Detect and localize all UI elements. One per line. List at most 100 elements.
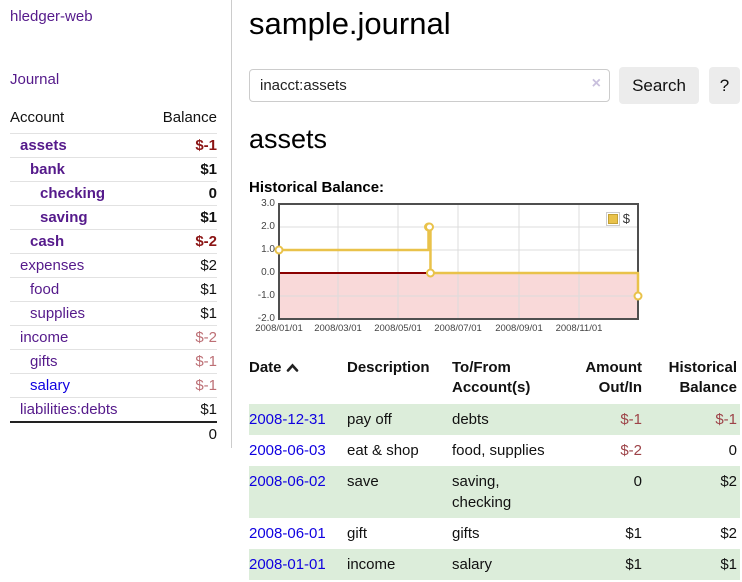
account-row: saving $1 [10,205,217,230]
register-date-cell: 2008-01-01 [249,548,347,580]
account-row: gifts $-1 [10,349,217,374]
sidebar-account-link[interactable]: expenses [20,257,85,274]
register-description-cell: eat & shop [347,441,419,459]
help-button[interactable]: ? [709,67,740,104]
account-balance: $1 [147,277,217,302]
clear-search-icon[interactable]: × [591,75,601,92]
y-axis-tick-label: 1.0 [261,244,275,255]
account-row: supplies $1 [10,301,217,326]
register-balance-cell: 0 [728,441,737,459]
y-axis-tick-label: -2.0 [257,313,275,324]
account-row: checking 0 [10,181,217,206]
sidebar-account-link[interactable]: food [30,281,60,298]
search-form: × Search ? [249,67,742,104]
y-axis-tick-label: 0.0 [261,267,275,278]
historical-balance-chart: $ 3.0 2.0 1.0 0.0 -1.0 -2.0 2008/01/01 2008/03/… [249,198,643,340]
account-row: income $-2 [10,325,217,350]
sidebar-account-link[interactable]: bank [30,161,66,178]
y-axis-tick-label: 2.0 [261,221,275,232]
sidebar-account-link[interactable]: income [20,329,69,346]
account-balance: $-1 [147,373,217,398]
account-row: expenses $2 [10,253,217,278]
account-row: liabilities:debts $1 [10,397,217,423]
transaction-date-link[interactable]: 2008-12-31 [249,410,326,428]
accounts-header-account: Account [10,109,65,126]
main-content: sample.journal × Search ? assets Histori… [233,0,742,582]
transaction-date-link[interactable]: 2008-06-01 [249,524,326,542]
register-description-cell: save [347,465,452,518]
register-date-cell: 2008-12-31 [249,403,347,435]
register-description-cell: gift [347,524,368,542]
account-row: salary $-1 [10,373,217,398]
search-input[interactable] [249,69,610,102]
chart-plot-area [274,203,643,320]
register-balance-cell: $2 [720,524,737,542]
sidebar-account-link[interactable]: assets [20,137,67,154]
accounts-total-value: 0 [208,426,217,443]
register-balance-cell: $2 [645,465,740,518]
transaction-date-link[interactable]: 2008-01-01 [249,555,326,573]
account-name-cell: salary [10,373,148,398]
chart-legend: $ [605,211,630,226]
account-name-cell: liabilities:debts [10,397,148,423]
account-balance: $1 [147,301,217,326]
register-amount-cell: $1 [625,524,642,542]
register-header-accounts: To/From Account(s) [452,359,531,397]
account-row: assets $-1 [10,133,217,158]
x-axis-tick-label: 2008/03/01 [314,323,362,334]
account-name-cell: assets [10,133,148,158]
app-brand-link[interactable]: hledger-web [10,8,93,25]
transaction-date-link[interactable]: 2008-06-03 [249,441,326,459]
register-row: 2008-06-03 eat & shop food, supplies $-2 0 [249,435,740,466]
account-name-cell: gifts [10,349,148,374]
x-axis-tick-label: 2008/07/01 [434,323,482,334]
account-balance: $-2 [147,229,217,254]
sidebar-account-link[interactable]: cash [30,233,65,250]
register-accounts-cell: salary [452,548,570,580]
register-row: 2008-06-01 gift gifts $1 $2 [249,518,740,549]
register-description-cell: income [347,548,452,580]
register-accounts-cell: debts [452,403,570,435]
register-balance-cell: $1 [645,548,740,580]
legend-label: $ [622,211,630,226]
register-accounts-cell: food, supplies [452,441,545,459]
y-axis-tick-label: -1.0 [257,290,275,301]
register-amount-cell: 0 [570,465,645,518]
register-date-cell: 2008-06-01 [249,518,347,549]
sidebar-account-link[interactable]: checking [40,185,106,202]
account-balance: $1 [147,205,217,230]
sidebar-account-link[interactable]: saving [40,209,88,226]
legend-swatch-border [605,211,620,226]
register-row: 2008-06-02 save saving, checking 0 $2 [249,465,740,518]
register-row: 2008-01-01 income salary $1 $1 [249,548,740,580]
account-name-cell: supplies [10,301,148,326]
register-header-description: Description [347,359,430,376]
sidebar-account-link[interactable]: gifts [30,353,58,370]
account-name-cell: expenses [10,253,148,278]
sidebar-account-link[interactable]: supplies [30,305,86,322]
sidebar: hledger-web Journal Account Balance asse… [0,0,232,448]
register-accounts-cell: gifts [452,524,480,542]
total-spacer [10,422,148,446]
transaction-date-link[interactable]: 2008-06-02 [249,472,326,490]
accounts-total-row: 0 [10,422,217,446]
series-color-swatch [607,213,618,224]
search-button[interactable]: Search [619,67,699,104]
sidebar-account-link[interactable]: salary [30,377,71,394]
sidebar-item-journal[interactable]: Journal [10,71,60,88]
page-title: sample.journal [249,6,451,41]
register-accounts-cell: saving, checking [452,465,570,518]
account-name-cell: saving [10,205,148,230]
register-balance-cell: $-1 [645,403,740,435]
register-header-amount: Amount Out/In [585,359,642,397]
register-row: 2008-12-31 pay off debts $-1 $-1 [249,403,740,435]
register-header-date[interactable]: Date [249,356,347,404]
account-name-cell: checking [10,181,148,206]
account-balance: $-2 [147,325,217,350]
account-name-cell: cash [10,229,148,254]
account-name-cell: food [10,277,148,302]
register-date-cell: 2008-06-02 [249,465,347,518]
x-axis-tick-label: 2008/01/01 [255,323,303,334]
sidebar-account-link[interactable]: liabilities:debts [20,401,118,418]
chart-title: Historical Balance: [249,179,385,196]
